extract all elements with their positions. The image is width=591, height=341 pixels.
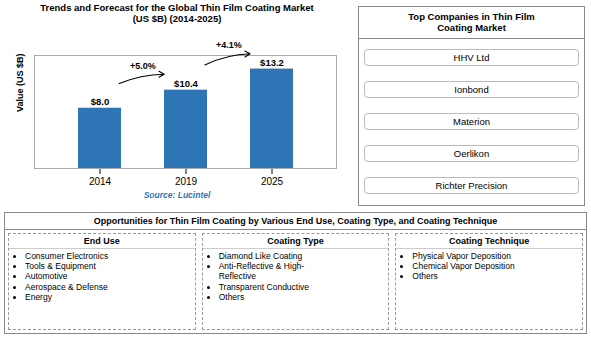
svg-text:2019: 2019 — [175, 175, 198, 186]
html-text:Richter Precision: Richter Precision — [435, 180, 508, 192]
html-text:Top Companies in Thin Film Coa: Top Companies in Thin Film Coating Marke… — [408, 11, 535, 34]
html-text:Others: Others — [412, 271, 438, 282]
html-text:Tools & Equipment: Tools & Equipment — [25, 261, 96, 272]
svg-text:$8.0: $8.0 — [91, 96, 110, 107]
html-text:HHV Ltd: HHV Ltd — [453, 52, 490, 64]
html-text:Trends and Forecast for the Gl: Trends and Forecast for the Global Thin … — [40, 2, 314, 25]
html-text:Source: Lucintel: Source: Lucintel — [143, 189, 211, 200]
html-text:Opportunities for Thin Film Co: Opportunities for Thin Film Coating by V… — [93, 216, 498, 226]
html-text:Coating Technique: Coating Technique — [449, 236, 530, 246]
html-text:Others: Others — [218, 291, 245, 302]
html-text:End Use: End Use — [83, 236, 120, 246]
html-text:Consumer Electronics: Consumer Electronics — [25, 251, 109, 261]
html-text:Diamond Like Coating: Diamond Like Coating — [218, 251, 303, 261]
svg-text:$10.4: $10.4 — [174, 78, 198, 89]
html-text:Transparent Conductive: Transparent Conductive — [218, 281, 310, 292]
html-text:Energy: Energy — [25, 291, 52, 302]
html-text:Anti-Reflective & High- Reflec: Anti-Reflective & High- Reflective — [218, 261, 305, 282]
html-text:Coating Type: Coating Type — [267, 236, 324, 246]
html-text:Ionbond: Ionbond — [454, 84, 489, 96]
html-text:Automotive: Automotive — [25, 271, 68, 282]
html-text:Oerlikon: Oerlikon — [453, 148, 490, 160]
html-text:Aerospace & Defense: Aerospace & Defense — [25, 281, 108, 292]
svg-text:2025: 2025 — [261, 175, 284, 186]
html-text:Physical Vapor Deposition: Physical Vapor Deposition — [412, 251, 511, 261]
svg-text:+4.1%: +4.1% — [216, 40, 242, 50]
svg-text:+5.0%: +5.0% — [130, 61, 156, 71]
svg-text:Value (US $B): Value (US $B) — [15, 53, 25, 112]
html-text:Chemical Vapor Deposition: Chemical Vapor Deposition — [412, 261, 515, 272]
svg-text:$13.2: $13.2 — [260, 57, 284, 68]
html-text:Materion: Materion — [453, 116, 490, 128]
svg-text:2014: 2014 — [89, 175, 112, 186]
